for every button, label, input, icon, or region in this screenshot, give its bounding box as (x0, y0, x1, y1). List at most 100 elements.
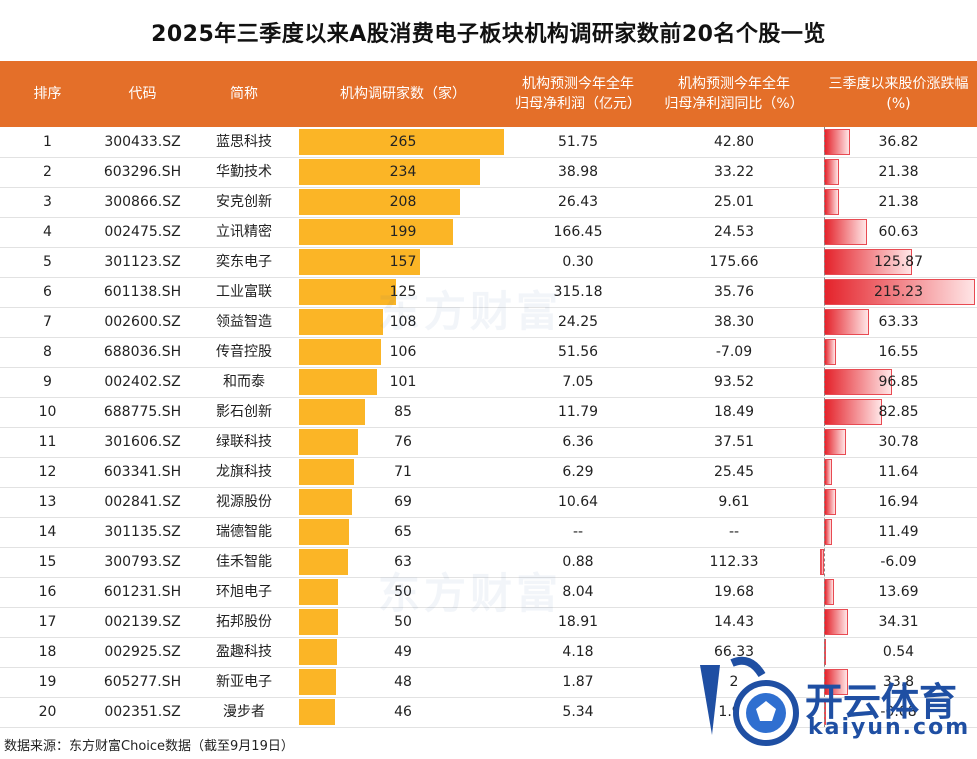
code-cell: 300433.SZ (104, 134, 181, 150)
rank-cell: 20 (38, 704, 57, 720)
header-growth-line2: 归母净利润同比（%） (664, 96, 804, 112)
name-cell: 新亚电子 (216, 674, 272, 690)
count-bar (299, 339, 381, 365)
count-cell: 63 (394, 554, 412, 570)
profit-cell: 24.25 (557, 314, 599, 330)
change-cell: 16.55 (878, 344, 919, 360)
rank-cell: 9 (43, 374, 52, 390)
count-bar (299, 309, 383, 335)
table-row: 16 601231.SH 环旭电子 50 8.04 19.68 13.69 (0, 577, 977, 608)
profit-cell: 38.98 (557, 164, 599, 180)
change-cell: 16.94 (878, 494, 919, 510)
rank-cell: 8 (43, 344, 52, 360)
rank-cell: 18 (38, 644, 57, 660)
change-zero-axis (824, 127, 825, 727)
rank-cell: 15 (38, 554, 57, 570)
count-cell: 76 (394, 434, 412, 450)
rank-cell: 11 (38, 434, 57, 450)
name-cell: 环旭电子 (216, 584, 272, 600)
change-cell: 11.49 (878, 524, 919, 540)
name-cell: 拓邦股份 (216, 614, 272, 630)
growth-cell: 18.49 (713, 404, 755, 420)
growth-cell: 42.80 (713, 134, 755, 150)
table-row: 10 688775.SH 影石创新 85 11.79 18.49 82.85 (0, 397, 977, 428)
count-bar (299, 399, 365, 425)
growth-cell: 112.33 (709, 554, 759, 570)
growth-cell: -- (728, 524, 740, 540)
name-cell: 龙旗科技 (216, 464, 272, 480)
change-cell: 30.78 (878, 434, 919, 450)
code-cell: 002475.SZ (104, 224, 181, 240)
table-header: 排序 代码 简称 机构调研家数（家） 机构预测今年全年 归母净利润（亿元） 机构… (0, 61, 977, 127)
growth-cell: 35.76 (713, 284, 755, 300)
count-bar (299, 429, 358, 455)
table-row: 6 601138.SH 工业富联 125 315.18 35.76 215.23 (0, 277, 977, 308)
name-cell: 佳禾智能 (216, 554, 272, 570)
count-bar (299, 279, 396, 305)
code-cell: 002139.SZ (104, 614, 181, 630)
code-cell: 301123.SZ (104, 254, 181, 270)
code-cell: 002351.SZ (104, 704, 181, 720)
growth-cell: 9.61 (718, 494, 750, 510)
growth-cell: 38.30 (713, 314, 755, 330)
table-row: 12 603341.SH 龙旗科技 71 6.29 25.45 11.64 (0, 457, 977, 488)
count-bar (299, 369, 378, 395)
rank-cell: 7 (43, 314, 52, 330)
growth-cell: 66.33 (713, 644, 755, 660)
profit-cell: 0.88 (562, 554, 594, 570)
code-cell: 601138.SH (103, 284, 182, 300)
code-cell: 300866.SZ (104, 194, 181, 210)
change-cell: 96.85 (878, 374, 919, 390)
rank-cell: 5 (43, 254, 52, 270)
profit-cell: 10.64 (557, 494, 599, 510)
header-growth: 机构预测今年全年 归母净利润同比（%） (648, 61, 820, 127)
rank-cell: 1 (43, 134, 52, 150)
name-cell: 华勤技术 (216, 164, 272, 180)
change-bar (824, 309, 869, 335)
count-bar (299, 489, 353, 515)
count-bar (299, 189, 460, 215)
count-cell: 50 (394, 614, 412, 630)
count-cell: 48 (394, 674, 412, 690)
name-cell: 影石创新 (216, 404, 272, 420)
change-cell: 21.38 (878, 194, 919, 210)
rank-cell: 4 (43, 224, 52, 240)
profit-cell: 18.91 (557, 614, 599, 630)
rank-cell: 17 (38, 614, 57, 630)
table-row: 9 002402.SZ 和而泰 101 7.05 93.52 96.85 (0, 367, 977, 398)
change-bar (824, 219, 867, 245)
growth-cell: 93.52 (713, 374, 755, 390)
profit-cell: 6.29 (562, 464, 594, 480)
watermark: 东方财富 (378, 287, 563, 336)
code-cell: 002925.SZ (104, 644, 181, 660)
count-bar (299, 609, 338, 635)
change-cell: 11.64 (878, 464, 919, 480)
name-cell: 绿联科技 (216, 434, 272, 450)
profit-cell: 166.45 (553, 224, 603, 240)
code-cell: 002841.SZ (104, 494, 181, 510)
growth-cell: 37.51 (713, 434, 755, 450)
profit-cell: 4.18 (562, 644, 594, 660)
rank-cell: 10 (38, 404, 57, 420)
change-cell: -6.09 (880, 554, 917, 570)
count-bar (299, 219, 453, 245)
profit-cell: 11.79 (557, 404, 599, 420)
header-count: 机构调研家数（家） (340, 86, 466, 102)
kaiyun-ball-icon (700, 656, 799, 746)
header-profit-line2: 归母净利润（亿元） (515, 96, 641, 112)
change-cell: 125.87 (874, 254, 923, 270)
count-cell: 69 (394, 494, 412, 510)
change-cell: 0.54 (882, 644, 915, 660)
count-bar (299, 669, 337, 695)
name-cell: 漫步者 (223, 704, 265, 720)
name-cell: 安克创新 (216, 194, 272, 210)
growth-cell: 2 (729, 674, 739, 690)
profit-cell: 7.05 (562, 374, 594, 390)
change-cell: 33.8 (882, 674, 915, 690)
change-cell: 215.23 (874, 284, 923, 300)
logo-text: 开云体育 (805, 680, 958, 724)
table-row: 19 605277.SH 新亚电子 48 1.87 2 33.8 (0, 667, 977, 698)
change-cell: 82.85 (878, 404, 919, 420)
growth-cell: 25.01 (713, 194, 755, 210)
count-cell: 71 (394, 464, 412, 480)
